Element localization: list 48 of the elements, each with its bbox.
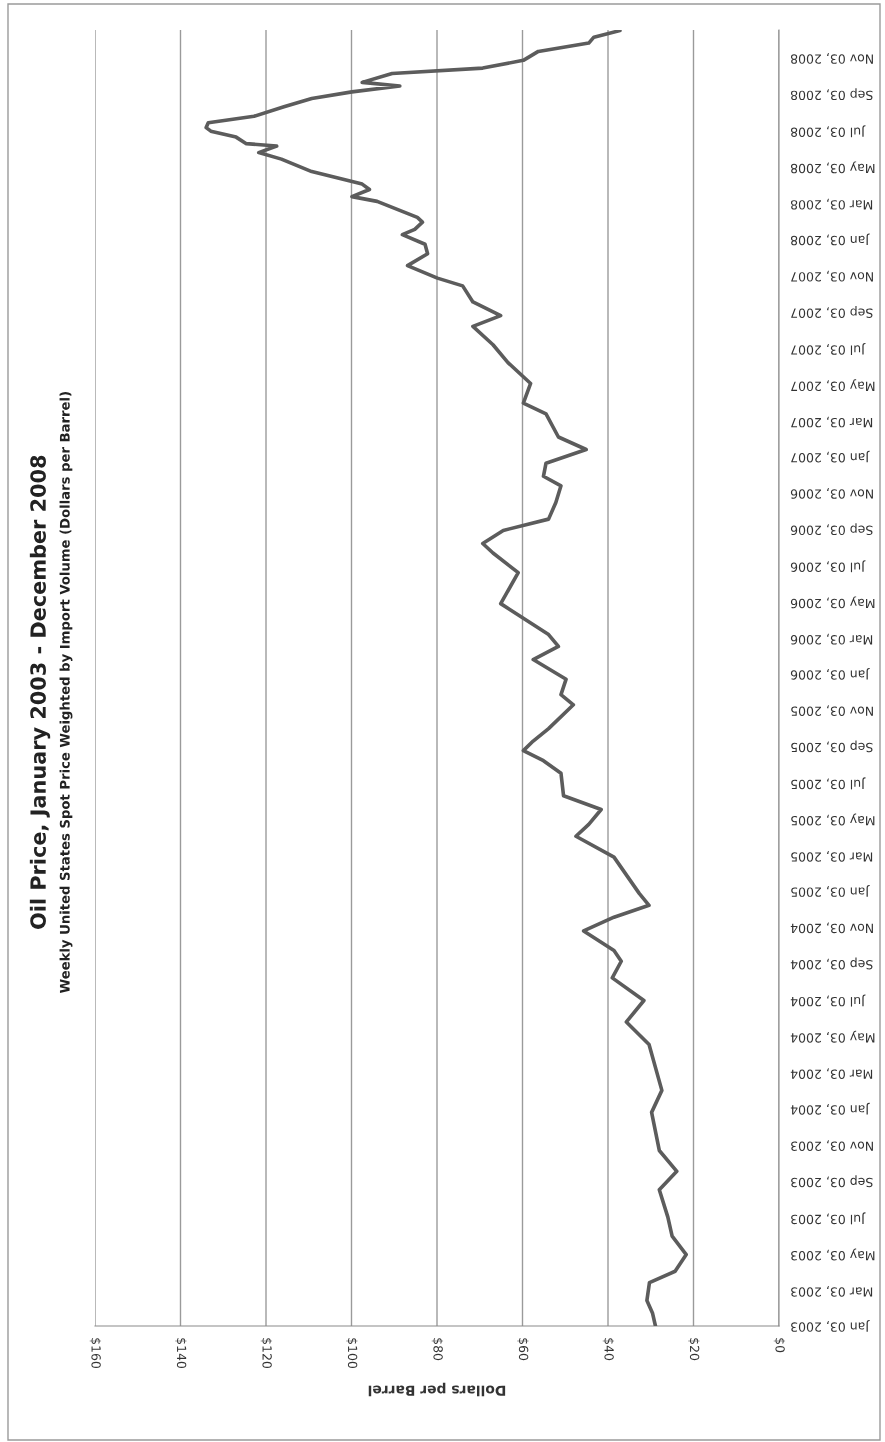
- y-tick-label: Jul 03, 2006: [790, 560, 866, 573]
- x-tick-label: $20: [688, 1338, 700, 1361]
- x-tick-label: $80: [431, 1338, 444, 1361]
- y-tick-label: Jan 03, 2003: [791, 1320, 870, 1332]
- y-tick-label: Nov 03, 2006: [790, 488, 873, 499]
- y-tick-label: Sep 03, 2008: [790, 88, 873, 101]
- y-tick-label: Nov 03, 2008: [790, 53, 873, 64]
- x-tick-label: $100: [346, 1338, 358, 1369]
- y-tick-label: May 03, 2005: [791, 813, 875, 826]
- y-tick-label: Nov 03, 2004: [790, 922, 873, 934]
- y-tick-label: May 03, 2007: [791, 379, 875, 392]
- y-tick-label: Mar 03, 2005: [791, 851, 873, 862]
- y-tick-label: Sep 03, 2006: [790, 523, 873, 536]
- x-tick-label: $0: [773, 1338, 786, 1353]
- y-tick-label: Jan 03, 2006: [790, 667, 870, 680]
- y-tick-label: Jan 03, 2005: [791, 885, 870, 897]
- y-tick-label: Mar 03, 2003: [791, 1285, 873, 1297]
- x-axis-title: Dollars per Barrel: [368, 1382, 506, 1397]
- y-tick-label: Nov 03, 2003: [791, 1140, 873, 1151]
- text: Oil Price, January 2003 - December 2008: [29, 455, 51, 929]
- y-tick-label: Jul 03, 2004: [790, 994, 866, 1007]
- y-tick-label: Mar 03, 2004: [790, 1068, 873, 1079]
- y-tick-label: May 03, 2006: [790, 596, 875, 609]
- y-tick-label: Jan 03, 2007: [791, 450, 870, 463]
- x-tick-label: $160: [89, 1338, 102, 1369]
- y-tick-label: Jul 03, 2003: [791, 1212, 866, 1225]
- y-tick-label: Jan 03, 2008: [790, 233, 870, 246]
- y-tick-label: Sep 03, 2005: [791, 740, 873, 753]
- text: Weekly United States Spot Price Weighted by Import Volume (Dollars per Barrel): [59, 392, 73, 993]
- y-tick-label: May 03, 2008: [790, 161, 875, 174]
- y-tick-label: Jul 03, 2008: [790, 125, 866, 138]
- y-tick-label: Sep 03, 2007: [791, 306, 873, 318]
- y-tick-label: Mar 03, 2007: [791, 416, 873, 428]
- x-tick-label: $120: [260, 1338, 273, 1369]
- y-tick-label: Sep 03, 2004: [790, 957, 873, 970]
- y-tick-label: Sep 03, 2003: [791, 1175, 873, 1188]
- y-tick-label: Jan 03, 2004: [790, 1102, 870, 1115]
- y-tick-label: May 03, 2004: [790, 1030, 875, 1043]
- y-tick-label: Mar 03, 2006: [790, 633, 873, 645]
- x-tick-label: $60: [517, 1338, 529, 1361]
- y-tick-label: Mar 03, 2008: [790, 198, 873, 210]
- x-tick-label: $40: [602, 1338, 615, 1361]
- y-tick-label: May 03, 2003: [791, 1248, 875, 1261]
- y-tick-label: Jul 03, 2005: [791, 777, 866, 790]
- x-tick-label: $140: [175, 1338, 187, 1369]
- y-tick-label: Nov 03, 2005: [791, 705, 873, 716]
- y-tick-label: Jul 03, 2007: [791, 342, 866, 355]
- y-tick-label: Nov 03, 2007: [791, 270, 873, 282]
